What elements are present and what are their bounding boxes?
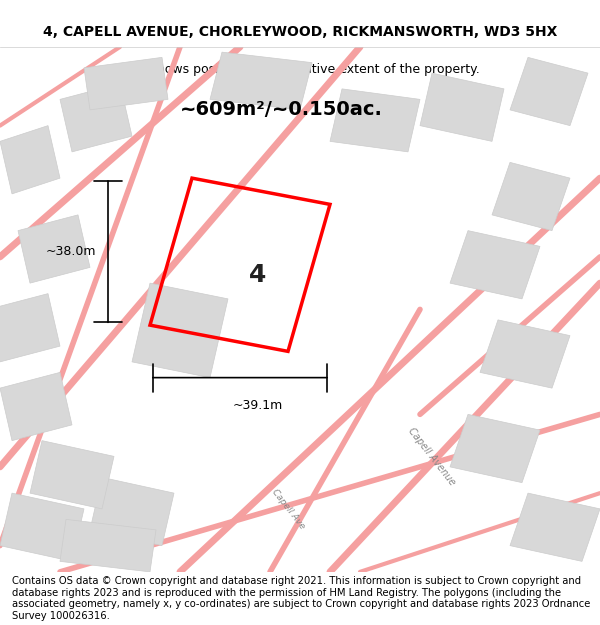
Text: Contains OS data © Crown copyright and database right 2021. This information is : Contains OS data © Crown copyright and d… [12, 576, 590, 621]
Polygon shape [84, 58, 168, 110]
Polygon shape [90, 478, 174, 546]
Text: 4, CAPELL AVENUE, CHORLEYWOOD, RICKMANSWORTH, WD3 5HX: 4, CAPELL AVENUE, CHORLEYWOOD, RICKMANSW… [43, 26, 557, 39]
Text: Capell Avenue: Capell Avenue [406, 426, 458, 487]
Text: Map shows position and indicative extent of the property.: Map shows position and indicative extent… [120, 63, 480, 76]
Text: ~38.0m: ~38.0m [46, 245, 96, 258]
Text: ~39.1m: ~39.1m [233, 399, 283, 412]
Polygon shape [492, 162, 570, 231]
Polygon shape [480, 320, 570, 388]
Text: Capell Ave: Capell Ave [270, 488, 306, 531]
Polygon shape [450, 414, 540, 482]
Polygon shape [510, 58, 588, 126]
Polygon shape [132, 283, 228, 378]
Polygon shape [450, 231, 540, 299]
Polygon shape [0, 493, 84, 561]
Polygon shape [330, 89, 420, 152]
Text: ~609m²/~0.150ac.: ~609m²/~0.150ac. [180, 101, 383, 119]
Polygon shape [18, 215, 90, 283]
Polygon shape [510, 493, 600, 561]
Polygon shape [0, 372, 72, 441]
Polygon shape [210, 52, 312, 110]
Polygon shape [60, 84, 132, 152]
Polygon shape [420, 73, 504, 141]
Polygon shape [0, 294, 60, 362]
Polygon shape [60, 519, 156, 572]
Polygon shape [30, 441, 114, 509]
Text: 4: 4 [250, 263, 266, 288]
Polygon shape [0, 126, 60, 194]
